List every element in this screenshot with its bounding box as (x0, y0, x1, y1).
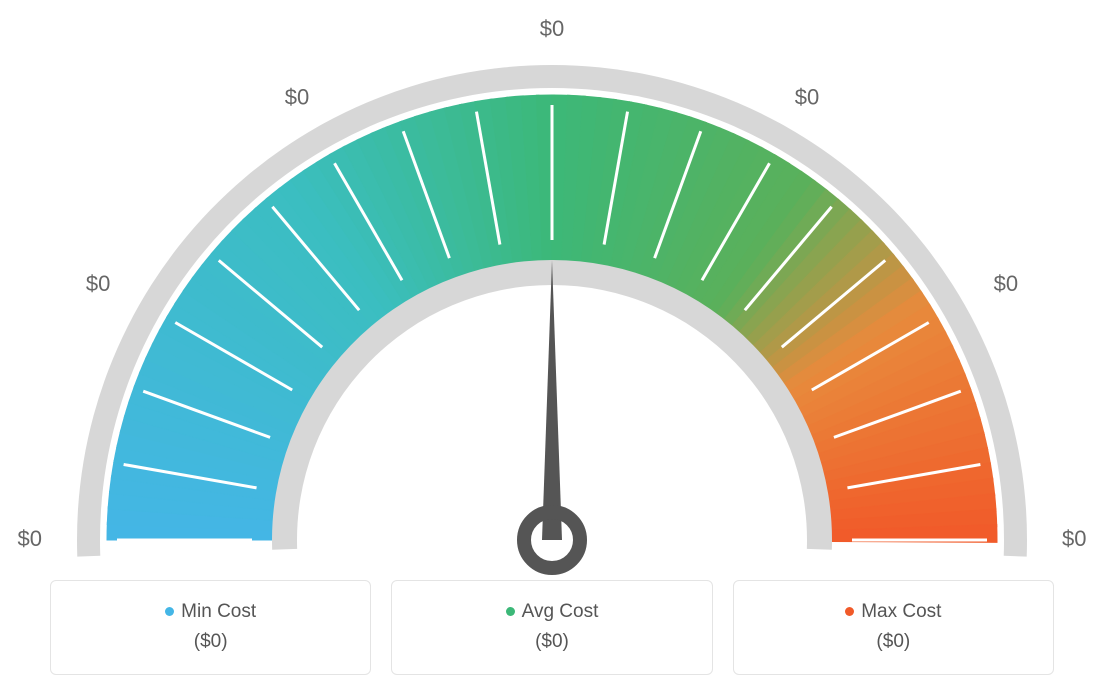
svg-text:$0: $0 (285, 84, 309, 109)
legend-label: Min Cost (181, 602, 256, 621)
legend-card-avg: Avg Cost ($0) (391, 580, 712, 675)
legend-card-min: Min Cost ($0) (50, 580, 371, 675)
svg-text:$0: $0 (1062, 526, 1086, 551)
gauge-chart: $0 $0 $0 $0 $0 $0 $0 (0, 0, 1104, 575)
legend-label: Max Cost (861, 602, 941, 621)
gauge-svg: $0 $0 $0 $0 $0 $0 $0 (0, 0, 1104, 575)
legend-value: ($0) (194, 631, 228, 653)
chart-container: $0 $0 $0 $0 $0 $0 $0 Min Cost ($0) Avg Cost ($… (0, 0, 1104, 690)
dot-icon (165, 607, 174, 616)
dot-icon (845, 607, 854, 616)
svg-text:$0: $0 (86, 271, 110, 296)
svg-text:$0: $0 (18, 526, 42, 551)
legend-head-max: Max Cost (845, 602, 941, 621)
legend-value: ($0) (876, 631, 910, 653)
legend-card-max: Max Cost ($0) (733, 580, 1054, 675)
svg-text:$0: $0 (994, 271, 1018, 296)
svg-text:$0: $0 (540, 16, 564, 41)
legend-row: Min Cost ($0) Avg Cost ($0) Max Cost ($0… (40, 580, 1064, 675)
legend-value: ($0) (535, 631, 569, 653)
legend-head-min: Min Cost (165, 602, 256, 621)
legend-head-avg: Avg Cost (506, 602, 599, 621)
svg-text:$0: $0 (795, 84, 819, 109)
legend-label: Avg Cost (522, 602, 599, 621)
dot-icon (506, 607, 515, 616)
